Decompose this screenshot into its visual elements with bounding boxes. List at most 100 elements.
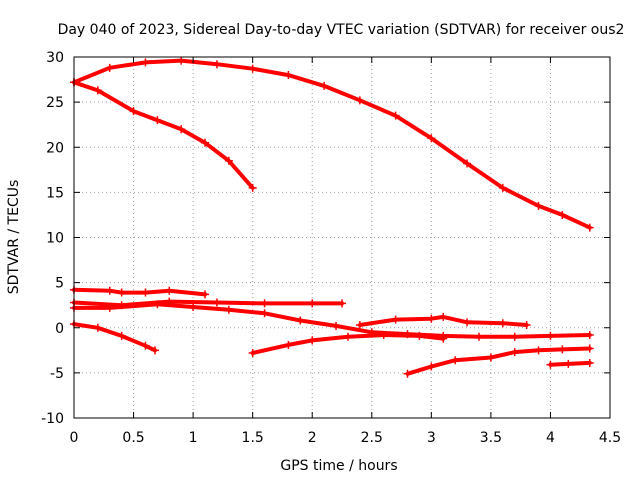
series-sat-f bbox=[70, 320, 159, 355]
data-point bbox=[522, 321, 531, 330]
series-sat-e bbox=[70, 300, 594, 341]
y-tick-label: 20 bbox=[46, 140, 64, 156]
grid-lines bbox=[74, 57, 610, 418]
data-point bbox=[105, 303, 114, 312]
data-point bbox=[546, 331, 555, 340]
data-point bbox=[510, 332, 519, 341]
data-point bbox=[141, 341, 150, 350]
x-tick-label: 0 bbox=[70, 430, 79, 446]
data-point bbox=[558, 210, 567, 219]
x-tick-label: 0.5 bbox=[122, 430, 144, 446]
data-point bbox=[212, 60, 221, 69]
series-sat-b bbox=[70, 78, 257, 192]
data-point bbox=[117, 331, 126, 340]
data-point bbox=[93, 86, 102, 95]
x-tick-label: 4 bbox=[546, 430, 555, 446]
data-point bbox=[308, 299, 317, 308]
data-point bbox=[585, 223, 594, 232]
y-tick-label: 30 bbox=[46, 50, 64, 66]
series-track bbox=[72, 80, 255, 190]
data-point bbox=[224, 156, 233, 165]
data-point bbox=[248, 64, 257, 73]
x-tick-label: 2 bbox=[308, 430, 317, 446]
series-track bbox=[72, 287, 207, 297]
data-point bbox=[212, 298, 221, 307]
x-tick-label: 1 bbox=[189, 430, 198, 446]
data-series bbox=[70, 56, 594, 378]
data-point bbox=[463, 318, 472, 327]
data-point bbox=[153, 116, 162, 125]
data-point bbox=[355, 321, 364, 330]
data-point bbox=[332, 321, 341, 330]
data-point bbox=[379, 330, 388, 339]
data-point bbox=[248, 349, 257, 358]
data-point bbox=[415, 331, 424, 340]
data-point bbox=[153, 300, 162, 309]
data-point bbox=[391, 111, 400, 120]
y-tick-label: 0 bbox=[55, 321, 64, 337]
data-point bbox=[117, 288, 126, 297]
data-point bbox=[486, 353, 495, 362]
y-tick-label: 5 bbox=[55, 276, 64, 292]
data-point bbox=[201, 138, 210, 147]
data-point bbox=[355, 96, 364, 105]
data-point bbox=[534, 346, 543, 355]
data-point bbox=[338, 299, 346, 308]
data-point bbox=[439, 312, 448, 321]
x-axis-label: GPS time / hours bbox=[280, 458, 397, 474]
data-point bbox=[105, 286, 114, 295]
chart-title: Day 040 of 2023, Sidereal Day-to-day VTE… bbox=[58, 22, 625, 38]
x-tick-label: 3.5 bbox=[480, 430, 502, 446]
series-sat-a bbox=[70, 56, 594, 232]
y-tick-label: 10 bbox=[46, 231, 64, 247]
y-axis-label: SDTVAR / TECUs bbox=[6, 180, 22, 295]
data-point bbox=[308, 336, 317, 345]
data-point bbox=[534, 201, 543, 210]
data-point bbox=[558, 345, 567, 354]
data-point bbox=[510, 348, 519, 357]
data-point bbox=[141, 288, 150, 297]
y-tick-label: -10 bbox=[41, 411, 64, 427]
series-sat-i bbox=[403, 344, 594, 378]
data-point bbox=[585, 358, 594, 367]
data-point bbox=[150, 346, 159, 355]
x-tick-label: 1.5 bbox=[242, 430, 264, 446]
series-sat-h bbox=[355, 312, 531, 330]
series-sat-j bbox=[546, 358, 594, 369]
data-point bbox=[165, 286, 174, 295]
data-point bbox=[343, 332, 352, 341]
data-point bbox=[427, 314, 436, 323]
y-tick-label: 25 bbox=[46, 95, 64, 111]
data-point bbox=[585, 330, 594, 339]
data-point bbox=[427, 134, 436, 143]
data-point bbox=[474, 332, 483, 341]
data-point bbox=[320, 81, 329, 90]
y-tick-label: 15 bbox=[46, 185, 64, 201]
data-point bbox=[105, 63, 114, 72]
data-point bbox=[296, 316, 305, 325]
x-tick-label: 2.5 bbox=[361, 430, 383, 446]
data-point bbox=[248, 183, 257, 192]
data-point bbox=[463, 159, 472, 168]
data-point bbox=[141, 58, 150, 67]
data-point bbox=[177, 56, 186, 65]
data-point bbox=[284, 340, 293, 349]
axis-ticks: 0 0.5 1 1.5 2 2.5 3 3.5 4 4.5 -10 -5 0 5 10 15 20 25 30 bbox=[41, 50, 621, 446]
data-point bbox=[284, 71, 293, 80]
data-point bbox=[260, 299, 269, 308]
x-tick-label: 4.5 bbox=[599, 430, 621, 446]
data-point bbox=[546, 360, 555, 369]
data-point bbox=[585, 344, 594, 353]
x-tick-label: 3 bbox=[427, 430, 436, 446]
data-point bbox=[391, 315, 400, 324]
data-point bbox=[260, 309, 269, 318]
data-point bbox=[439, 334, 448, 343]
data-point bbox=[427, 362, 436, 371]
data-point bbox=[224, 305, 233, 314]
data-point bbox=[498, 319, 507, 328]
data-point bbox=[177, 125, 186, 134]
data-point bbox=[403, 369, 412, 378]
data-point bbox=[129, 107, 138, 116]
